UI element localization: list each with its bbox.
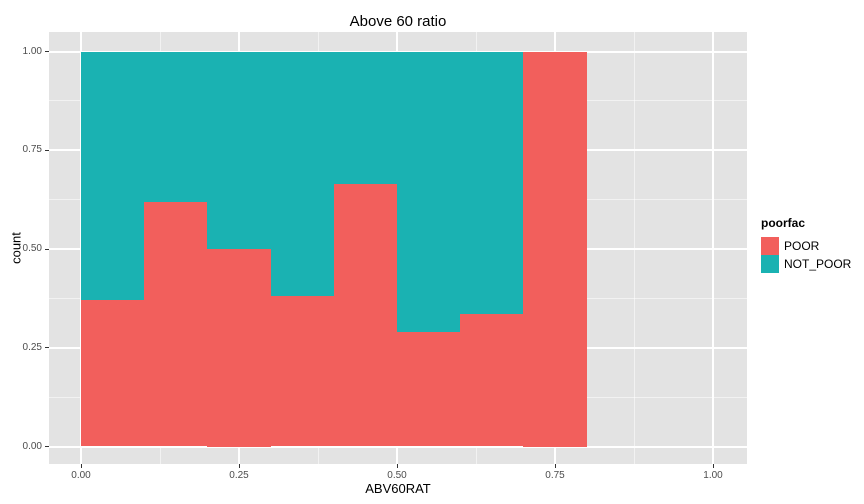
bar-segment-not-poor xyxy=(207,51,271,249)
x-tick-label: 1.00 xyxy=(703,470,723,481)
legend-swatch xyxy=(761,255,779,273)
bar-segment-not-poor xyxy=(333,51,397,184)
legend-entry: POOR xyxy=(761,237,851,255)
plot-panel xyxy=(49,32,747,464)
legend-entries: POOR NOT_POOR xyxy=(761,237,851,273)
bar-segment-poor xyxy=(81,300,145,447)
y-tick-mark xyxy=(45,51,49,52)
chart-title: Above 60 ratio xyxy=(349,13,447,30)
legend-swatch xyxy=(761,237,779,255)
y-tick-label: 0.75 xyxy=(22,144,42,156)
bar-segment-poor xyxy=(523,51,587,447)
legend: poorfac POOR NOT_POOR xyxy=(761,216,851,273)
legend-entry-label: POOR xyxy=(784,239,820,253)
legend-title: poorfac xyxy=(761,216,806,230)
bar-segment-not-poor xyxy=(460,51,524,315)
x-axis-title: ABV60RAT xyxy=(365,481,431,496)
y-tick-mark xyxy=(45,149,49,151)
y-tick-mark xyxy=(45,248,49,250)
bar-segment-poor xyxy=(207,249,271,447)
bar-segment-poor xyxy=(333,183,397,447)
x-tick-mark xyxy=(712,464,714,468)
y-major-gridline xyxy=(49,445,747,448)
y-tick-label: 0.00 xyxy=(22,440,42,452)
x-tick-mark xyxy=(396,464,398,468)
x-tick-label: 0.00 xyxy=(71,470,91,481)
bar-segment-poor xyxy=(144,201,208,447)
legend-entry-label: NOT_POOR xyxy=(784,257,852,271)
x-tick-label: 0.50 xyxy=(387,470,407,481)
y-tick-mark xyxy=(45,446,49,447)
x-tick-label: 0.75 xyxy=(545,470,565,481)
y-tick-mark xyxy=(45,347,49,349)
bar-segment-not-poor xyxy=(144,51,208,202)
bar-segment-not-poor xyxy=(397,51,461,332)
legend-entry: NOT_POOR xyxy=(761,255,851,273)
y-tick-label: 1.00 xyxy=(22,45,42,57)
x-tick-label: 0.25 xyxy=(229,470,249,481)
y-tick-label: 0.25 xyxy=(22,341,42,353)
bar-segment-poor xyxy=(270,296,334,447)
bar-segment-poor xyxy=(397,331,461,447)
x-tick-mark xyxy=(238,464,240,468)
y-tick-label: 0.50 xyxy=(22,243,42,254)
x-tick-mark xyxy=(80,464,82,468)
x-tick-mark xyxy=(554,464,556,468)
bar-segment-poor xyxy=(460,314,524,447)
bar-segment-not-poor xyxy=(270,51,334,297)
bar-segment-not-poor xyxy=(81,51,145,301)
